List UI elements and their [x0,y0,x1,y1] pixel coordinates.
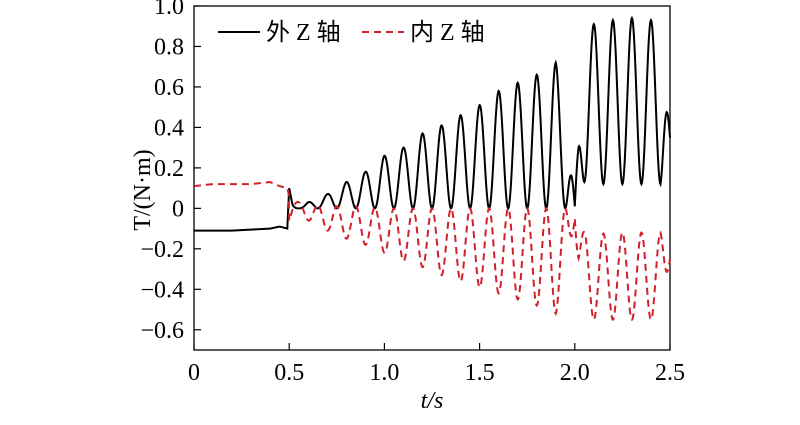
series-line-inner-z [193,181,671,322]
x-tick-label: 0.5 [274,360,304,386]
series-layer [193,15,671,322]
y-tick-label: 1.0 [154,0,184,20]
x-tick-label: 2.5 [655,360,685,386]
plot-border [193,5,671,351]
y-tick-label: 0.8 [154,34,184,60]
x-tick-label: 2.0 [560,360,590,386]
legend: 外 Z 轴 内 Z 轴 [218,19,485,46]
y-tick-label: −0.4 [140,277,184,303]
x-tick-label: 1.5 [465,360,495,386]
y-axis-title: T/(N·m) [130,149,156,230]
y-tick-label: 0.6 [154,75,184,101]
y-tick-label: 0.2 [154,156,184,182]
x-tick-label: 0 [188,360,200,386]
legend-label-outer-z: 外 Z 轴 [266,19,341,46]
y-tick-label: −0.6 [140,318,184,344]
series-line-outer-z [194,15,671,232]
plot-frame [193,5,671,351]
legend-label-inner-z: 内 Z 轴 [410,19,485,46]
ticks-layer: 0 0.5 1.0 1.5 2.0 2.5 −0.6 −0.4 −0.2 0 0.2 0.4 0.6 0.… [140,0,685,386]
axis-titles: t/s T/(N·m) [130,149,443,414]
y-tick-label: 0.4 [154,115,184,141]
x-axis-title: t/s [421,388,444,414]
x-tick-label: 1.0 [369,360,399,386]
y-tick-label: 0 [172,196,184,222]
y-tick-label: −0.2 [140,237,184,263]
